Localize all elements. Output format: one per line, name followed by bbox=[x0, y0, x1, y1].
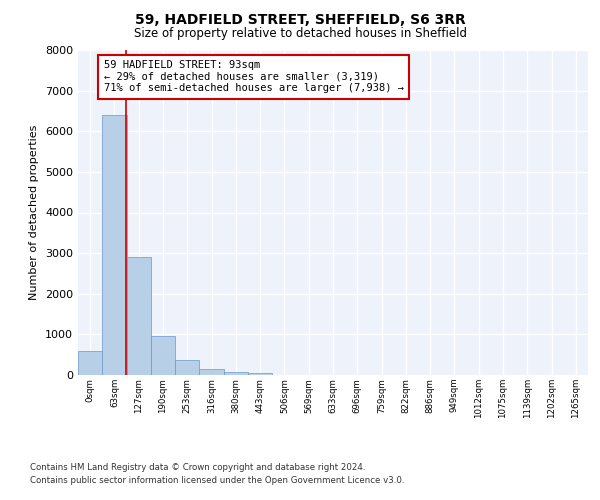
Bar bbox=[248, 373, 272, 375]
Text: Size of property relative to detached houses in Sheffield: Size of property relative to detached ho… bbox=[133, 28, 467, 40]
Text: 59, HADFIELD STREET, SHEFFIELD, S6 3RR: 59, HADFIELD STREET, SHEFFIELD, S6 3RR bbox=[134, 12, 466, 26]
Bar bbox=[151, 336, 175, 375]
Bar bbox=[78, 350, 102, 375]
Bar bbox=[102, 115, 127, 375]
Bar bbox=[224, 372, 248, 375]
Bar bbox=[199, 369, 224, 375]
Y-axis label: Number of detached properties: Number of detached properties bbox=[29, 125, 40, 300]
Text: Contains HM Land Registry data © Crown copyright and database right 2024.: Contains HM Land Registry data © Crown c… bbox=[30, 462, 365, 471]
Bar bbox=[175, 360, 199, 375]
Text: 59 HADFIELD STREET: 93sqm
← 29% of detached houses are smaller (3,319)
71% of se: 59 HADFIELD STREET: 93sqm ← 29% of detac… bbox=[104, 60, 404, 94]
Text: Contains public sector information licensed under the Open Government Licence v3: Contains public sector information licen… bbox=[30, 476, 404, 485]
Bar bbox=[127, 257, 151, 375]
